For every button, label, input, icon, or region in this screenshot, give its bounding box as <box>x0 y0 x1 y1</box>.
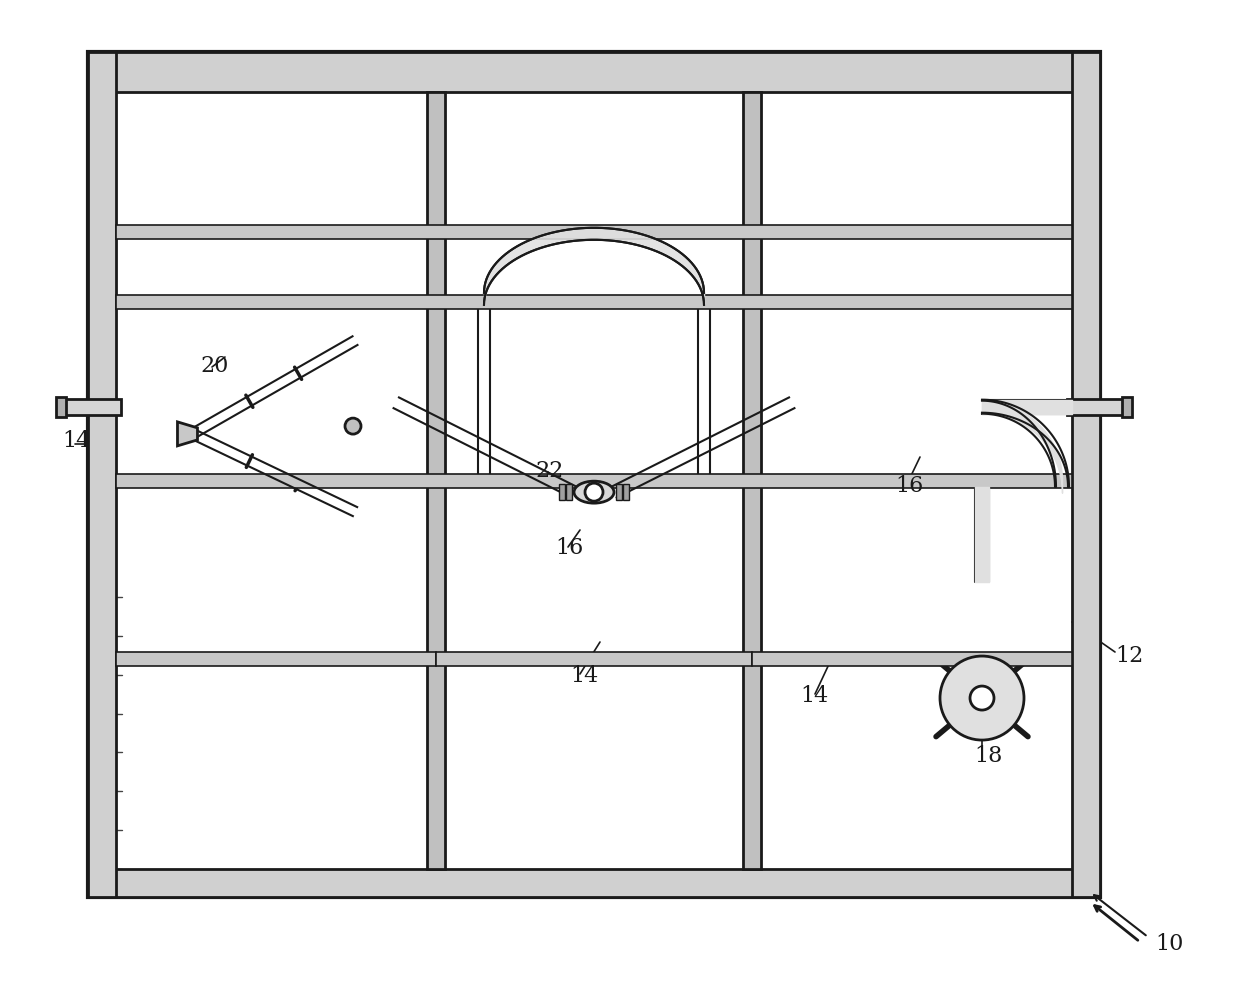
Polygon shape <box>117 473 1073 487</box>
Text: 14: 14 <box>800 685 828 707</box>
Text: 16: 16 <box>556 537 583 559</box>
Polygon shape <box>1066 399 1130 415</box>
Polygon shape <box>1073 52 1100 897</box>
Polygon shape <box>58 399 122 415</box>
Polygon shape <box>565 484 572 500</box>
Polygon shape <box>56 397 66 417</box>
Text: 22: 22 <box>534 460 563 482</box>
Ellipse shape <box>574 481 614 503</box>
Polygon shape <box>88 52 117 897</box>
Polygon shape <box>428 92 445 869</box>
Text: 18: 18 <box>973 745 1002 767</box>
Text: 20: 20 <box>200 355 228 377</box>
Circle shape <box>940 656 1024 740</box>
Polygon shape <box>559 484 565 500</box>
Text: 14: 14 <box>570 665 598 687</box>
Circle shape <box>970 686 994 710</box>
Text: 12: 12 <box>1115 645 1143 667</box>
Polygon shape <box>117 652 436 667</box>
Polygon shape <box>177 422 197 445</box>
Polygon shape <box>117 295 1073 309</box>
Polygon shape <box>1122 397 1132 417</box>
Polygon shape <box>751 652 1073 667</box>
Circle shape <box>345 418 361 434</box>
Polygon shape <box>436 652 751 667</box>
Polygon shape <box>622 484 629 500</box>
Polygon shape <box>616 484 622 500</box>
Text: 14: 14 <box>62 430 91 452</box>
Text: 10: 10 <box>1154 933 1183 955</box>
Polygon shape <box>117 225 1073 239</box>
Polygon shape <box>88 52 1100 92</box>
Polygon shape <box>88 869 1100 897</box>
Text: 16: 16 <box>895 475 924 497</box>
Circle shape <box>585 483 603 501</box>
Polygon shape <box>743 92 761 869</box>
